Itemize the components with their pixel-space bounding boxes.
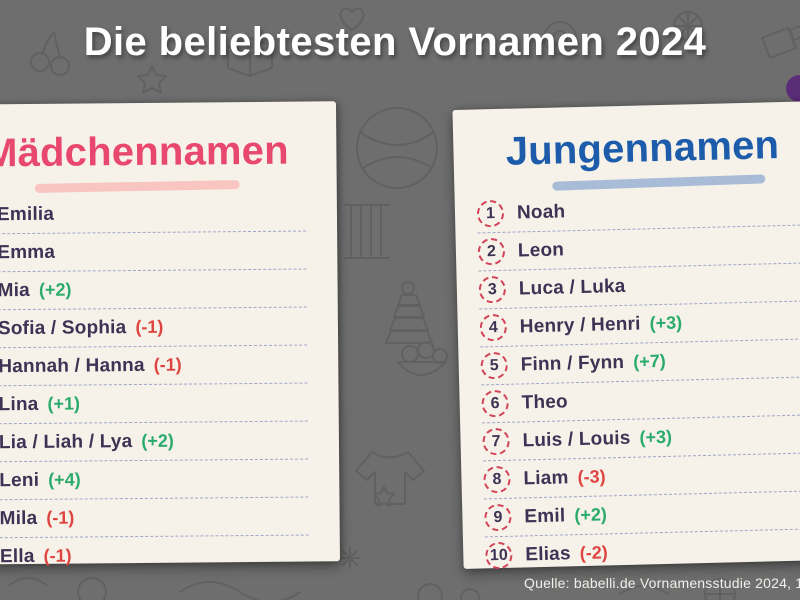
list-item: Emilia <box>0 193 307 235</box>
decorative-dot <box>786 75 800 102</box>
list-item: Emma <box>0 231 307 273</box>
list-item: 10 Elias (-2) <box>485 528 800 574</box>
name-text: Hannah / Hanna <box>0 354 145 377</box>
name-text: Ella <box>0 545 35 567</box>
list-item: Mila (-1) <box>0 497 309 539</box>
rank-badge: 3 <box>478 275 507 304</box>
source-note: Quelle: babelli.de Vornamensstudie 2024,… <box>524 575 800 591</box>
rank-change: (+4) <box>48 469 81 490</box>
list-item: Mia (+2) <box>0 269 307 311</box>
name-text: Emma <box>0 241 56 263</box>
rank-change: (+2) <box>574 504 608 526</box>
boys-names-card: Jungennamen 1 Noah 2 Leon 3 Luca / Luka 4 He… <box>452 100 800 570</box>
name-text: Sofia / Sophia <box>0 316 127 339</box>
name-text: Henry / Henri <box>519 313 641 337</box>
rank-change: (+2) <box>141 430 174 451</box>
rank-change: (+1) <box>47 393 81 414</box>
name-text: Mila <box>0 507 38 529</box>
name-text: Leon <box>517 238 565 261</box>
girls-names-card: Mädchennamen Emilia Emma Mia (+2) Sofia /… <box>0 101 340 567</box>
name-text: Lina <box>0 393 39 415</box>
list-item: Sofia / Sophia (-1) <box>0 307 308 349</box>
boys-card-title: Jungennamen <box>505 123 780 174</box>
girls-name-list: Emilia Emma Mia (+2) Sofia / Sophia (-1) H… <box>0 193 340 575</box>
rank-badge: 8 <box>483 465 511 494</box>
rank-badge: 7 <box>482 427 510 456</box>
list-item: Leni (+4) <box>0 459 309 501</box>
name-text: Lia / Liah / Lya <box>0 430 133 453</box>
rank-change: (+7) <box>632 350 666 372</box>
rank-change: (-1) <box>46 507 75 528</box>
list-item: Lia / Liah / Lya (+2) <box>0 421 309 463</box>
list-item: Lina (+1) <box>0 383 308 425</box>
name-text: Emil <box>524 504 566 527</box>
rank-change: (-1) <box>153 354 182 375</box>
list-item: Hannah / Hanna (-1) <box>0 345 308 387</box>
rank-change: (-1) <box>43 545 72 566</box>
pink-brush-underline <box>34 180 240 193</box>
rank-change: (-3) <box>577 466 606 488</box>
rank-badge: 10 <box>485 541 513 570</box>
name-text: Luca / Luka <box>518 275 626 299</box>
page-title: Die beliebtesten Vornamen 2024 <box>83 20 707 64</box>
list-item: Ella (-1) <box>0 536 309 576</box>
rank-change: (+3) <box>649 312 683 334</box>
name-text: Elias <box>525 542 571 565</box>
name-text: Liam <box>523 466 569 489</box>
name-text: Noah <box>516 200 566 224</box>
rank-badge: 4 <box>479 313 508 342</box>
boys-name-list: 1 Noah 2 Leon 3 Luca / Luka 4 Henry / Henri (… <box>455 186 800 575</box>
rank-change: (+2) <box>38 279 72 300</box>
rank-change: (-2) <box>579 542 608 564</box>
rank-badge: 9 <box>484 503 512 532</box>
name-text: Leni <box>0 469 40 491</box>
name-text: Emilia <box>0 203 55 225</box>
name-text: Finn / Fynn <box>520 351 625 375</box>
rank-badge: 1 <box>476 199 505 228</box>
name-text: Luis / Louis <box>522 427 631 451</box>
rank-badge: 5 <box>480 351 509 380</box>
rank-badge: 6 <box>481 389 509 418</box>
rank-change: (+3) <box>639 426 673 448</box>
name-text: Mia <box>0 279 30 301</box>
rank-badge: 2 <box>477 237 506 266</box>
rank-change: (-1) <box>135 316 164 338</box>
name-text: Theo <box>521 390 569 413</box>
girls-card-title: Mädchennamen <box>0 128 289 176</box>
